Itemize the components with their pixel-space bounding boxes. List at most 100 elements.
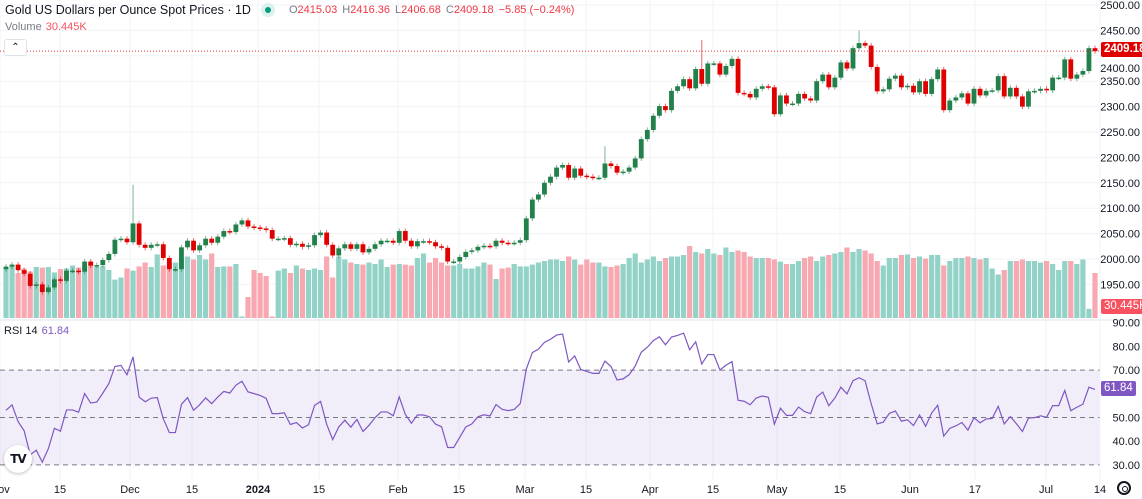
volume-bar	[898, 255, 904, 318]
volume-bar	[209, 253, 215, 318]
candle-body	[197, 245, 202, 251]
volume-bar	[112, 279, 118, 318]
candle-body	[899, 75, 904, 88]
volume-bar	[408, 265, 414, 318]
time-tick-label: 15	[707, 484, 719, 496]
symbol-title[interactable]: Gold US Dollars per Ounce Spot Prices · …	[5, 3, 251, 17]
volume-bar	[723, 247, 729, 318]
volume-bar	[517, 266, 523, 318]
volume-bar	[705, 249, 711, 318]
candle-body	[390, 240, 396, 243]
candle-body	[1086, 48, 1092, 72]
volume-bar	[662, 258, 669, 318]
candle-body	[342, 244, 348, 249]
volume-bar	[451, 265, 457, 318]
volume-bar	[257, 273, 263, 318]
candle-body	[475, 246, 481, 251]
volume-bar	[203, 259, 209, 318]
candle-body	[844, 62, 850, 69]
volume-bar	[977, 259, 983, 318]
volume-bar	[747, 256, 753, 318]
volume-bar	[269, 316, 275, 318]
candle-body	[554, 167, 559, 177]
candle-body	[318, 232, 323, 236]
candle-body	[977, 88, 983, 96]
candle-body	[64, 270, 69, 281]
volume-bar	[572, 259, 578, 318]
rsi-legend[interactable]: RSI 14 61.84	[4, 325, 69, 337]
candle-body	[493, 240, 499, 247]
time-tick-label: Feb	[389, 484, 408, 496]
candle-body	[27, 273, 33, 286]
rsi-tick-label: 40.00	[1112, 436, 1140, 448]
candle-body	[965, 93, 971, 104]
candle-body	[245, 220, 251, 227]
time-axis[interactable]: Nov 15 Dec 15 2024 15 Feb 15 Mar 15 Apr 15 May 15 Jun 1…	[0, 484, 1106, 496]
rsi-tick-label: 90.00	[1112, 318, 1140, 330]
market-open-status-icon	[260, 3, 275, 17]
time-tick-label: Jul	[1039, 484, 1053, 496]
candle-body	[52, 279, 57, 288]
volume-bar	[795, 261, 802, 318]
candle-body	[384, 240, 390, 243]
candle-body	[106, 253, 112, 261]
candle-body	[336, 248, 342, 256]
volume-bar	[935, 255, 941, 318]
candle-body	[154, 244, 160, 246]
candle-body	[536, 194, 541, 200]
candle-body	[729, 58, 735, 66]
rsi-legend-label: RSI 14	[4, 325, 38, 337]
volume-bar	[923, 258, 929, 318]
volume-bar	[856, 249, 862, 318]
volume-bar	[608, 267, 614, 318]
volume-bar	[51, 272, 57, 318]
volume-bar	[814, 261, 820, 318]
volume-bar	[880, 265, 886, 318]
volume-bar	[511, 264, 517, 318]
settings-gear-icon[interactable]	[1117, 481, 1131, 495]
candle-body	[281, 238, 287, 240]
volume-bar	[614, 265, 620, 318]
volume-bar	[432, 258, 439, 318]
collapse-legend-button[interactable]: ⌃	[4, 39, 27, 56]
time-tick-label: Apr	[641, 484, 658, 496]
volume-bar	[130, 270, 136, 318]
volume-bar	[275, 270, 281, 318]
candle-body	[1068, 59, 1074, 79]
candle-body	[1026, 91, 1031, 107]
tradingview-logo-icon[interactable]: TV	[4, 445, 32, 473]
candle-body	[1032, 90, 1037, 93]
candle-body	[838, 62, 844, 78]
candle-body	[814, 81, 820, 101]
volume-bar	[287, 273, 293, 318]
volume-bar	[57, 269, 64, 318]
time-tick-label: 15	[186, 484, 198, 496]
candle-body	[354, 244, 360, 249]
ohlc-key: L	[394, 4, 402, 16]
candle-body	[408, 240, 414, 247]
last-price-tag: 2409.18	[1101, 42, 1142, 57]
volume-bar	[929, 255, 935, 318]
volume-bar	[874, 261, 880, 318]
symbol-legend[interactable]: Gold US Dollars per Ounce Spot Prices · …	[5, 3, 579, 17]
volume-bar	[989, 268, 995, 318]
candle-body	[487, 245, 493, 248]
candle-body	[39, 284, 45, 293]
volume-bar	[372, 264, 378, 318]
volume-legend[interactable]: Volume 30.445K	[5, 21, 87, 33]
volume-bar	[717, 255, 723, 318]
candle-body	[415, 241, 420, 247]
volume-bar	[1092, 273, 1098, 318]
volume-bar	[469, 268, 475, 318]
candle-body	[445, 247, 451, 262]
volume-bar	[172, 262, 178, 318]
candle-body	[130, 223, 136, 243]
candle-body	[433, 242, 438, 247]
volume-bar	[590, 262, 596, 318]
candle-body	[572, 168, 578, 178]
candle-body	[173, 269, 178, 271]
candle-body	[971, 88, 977, 104]
ohlc-key: O	[288, 4, 298, 16]
